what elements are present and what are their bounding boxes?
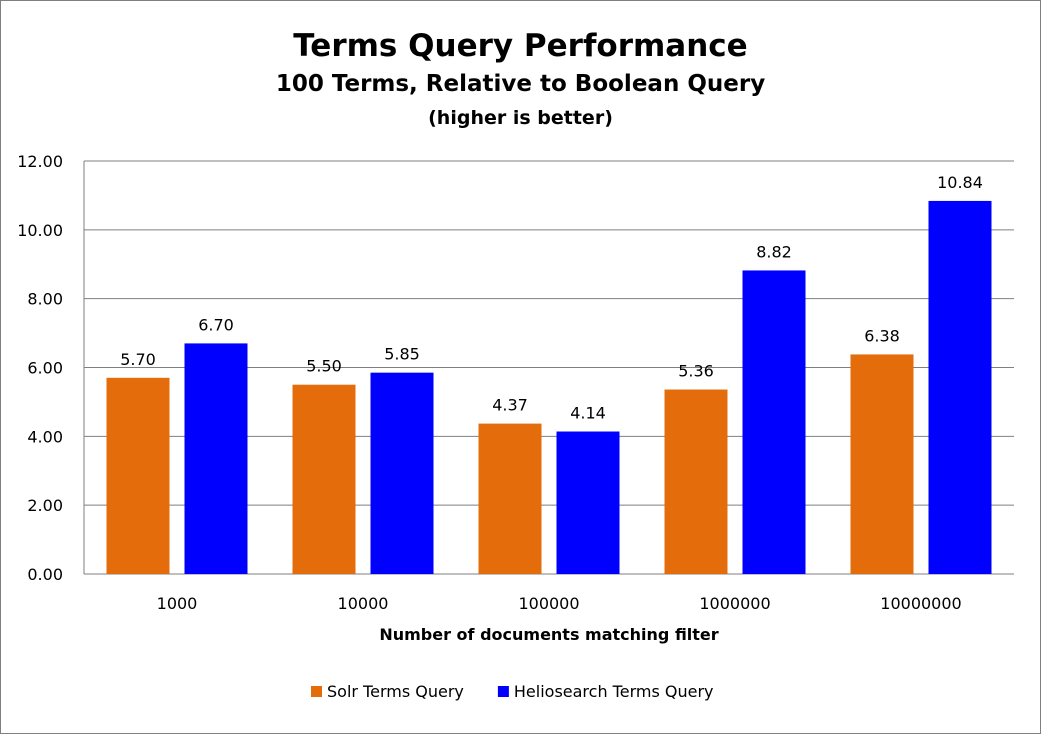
bar xyxy=(478,423,542,574)
chart-subtitle: 100 Terms, Relative to Boolean Query xyxy=(275,71,766,97)
bar xyxy=(184,343,248,574)
y-tick-label: 10.00 xyxy=(17,221,63,240)
bar xyxy=(292,384,356,574)
y-tick-label: 12.00 xyxy=(17,152,63,171)
bar xyxy=(370,372,434,574)
chart-title: Terms Query Performance xyxy=(293,28,748,64)
data-label: 8.82 xyxy=(756,242,792,261)
data-label: 4.37 xyxy=(492,396,528,415)
data-label: 6.38 xyxy=(864,326,900,345)
chart-note: (higher is better) xyxy=(428,107,613,129)
bar xyxy=(742,270,806,574)
x-tick-label: 1000 xyxy=(157,594,198,613)
y-tick-label: 6.00 xyxy=(27,359,63,378)
x-tick-label: 1000000 xyxy=(699,594,770,613)
bar xyxy=(850,354,914,574)
bar xyxy=(928,200,992,574)
legend-swatch xyxy=(311,686,322,697)
data-label: 5.50 xyxy=(306,357,342,376)
legend-swatch xyxy=(497,686,509,697)
x-tick-label: 10000000 xyxy=(880,594,961,613)
data-label: 6.70 xyxy=(198,315,234,334)
data-label: 5.85 xyxy=(384,345,420,364)
y-tick-label: 8.00 xyxy=(27,290,63,309)
x-axis-title: Number of documents matching filter xyxy=(379,625,718,644)
y-tick-label: 2.00 xyxy=(27,496,63,515)
legend-label: Solr Terms Query xyxy=(327,682,464,701)
y-tick-label: 0.00 xyxy=(27,565,63,584)
y-tick-label: 4.00 xyxy=(27,427,63,446)
bar xyxy=(556,431,620,574)
data-label: 10.84 xyxy=(937,173,983,192)
legend-label: Heliosearch Terms Query xyxy=(514,682,714,701)
data-label: 5.70 xyxy=(120,350,156,369)
data-label: 5.36 xyxy=(678,362,714,381)
bar xyxy=(664,389,728,574)
x-tick-label: 100000 xyxy=(518,594,579,613)
bar xyxy=(106,377,170,574)
x-tick-label: 10000 xyxy=(338,594,389,613)
data-label: 4.14 xyxy=(570,404,606,423)
